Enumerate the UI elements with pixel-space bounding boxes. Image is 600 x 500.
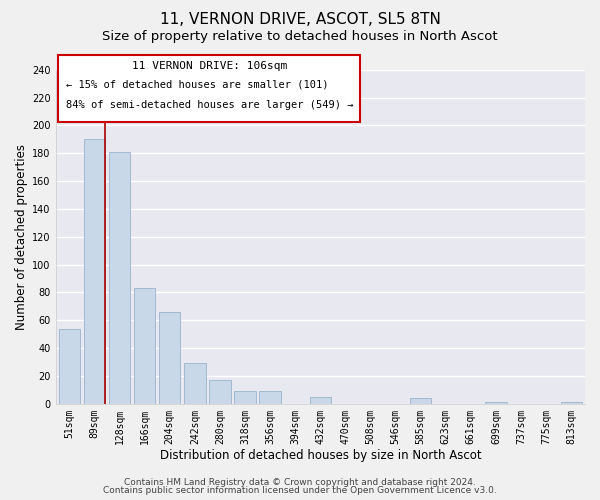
Text: 11 VERNON DRIVE: 106sqm: 11 VERNON DRIVE: 106sqm xyxy=(131,62,287,72)
Bar xyxy=(560,402,582,404)
Bar xyxy=(235,392,256,404)
Bar xyxy=(259,392,281,404)
Bar xyxy=(184,364,206,404)
Bar xyxy=(410,398,431,404)
Bar xyxy=(134,288,155,404)
X-axis label: Distribution of detached houses by size in North Ascot: Distribution of detached houses by size … xyxy=(160,450,481,462)
Bar xyxy=(159,312,181,404)
Text: Contains public sector information licensed under the Open Government Licence v3: Contains public sector information licen… xyxy=(103,486,497,495)
Text: Size of property relative to detached houses in North Ascot: Size of property relative to detached ho… xyxy=(102,30,498,43)
Text: 84% of semi-detached houses are larger (549) →: 84% of semi-detached houses are larger (… xyxy=(66,100,354,110)
Y-axis label: Number of detached properties: Number of detached properties xyxy=(15,144,28,330)
Text: Contains HM Land Registry data © Crown copyright and database right 2024.: Contains HM Land Registry data © Crown c… xyxy=(124,478,476,487)
Bar xyxy=(485,402,506,404)
Bar xyxy=(109,152,130,404)
Bar xyxy=(310,397,331,404)
Text: 11, VERNON DRIVE, ASCOT, SL5 8TN: 11, VERNON DRIVE, ASCOT, SL5 8TN xyxy=(160,12,440,28)
Bar xyxy=(59,328,80,404)
FancyBboxPatch shape xyxy=(58,55,360,122)
Bar xyxy=(84,140,105,404)
Bar xyxy=(209,380,230,404)
Text: ← 15% of detached houses are smaller (101): ← 15% of detached houses are smaller (10… xyxy=(66,80,329,90)
